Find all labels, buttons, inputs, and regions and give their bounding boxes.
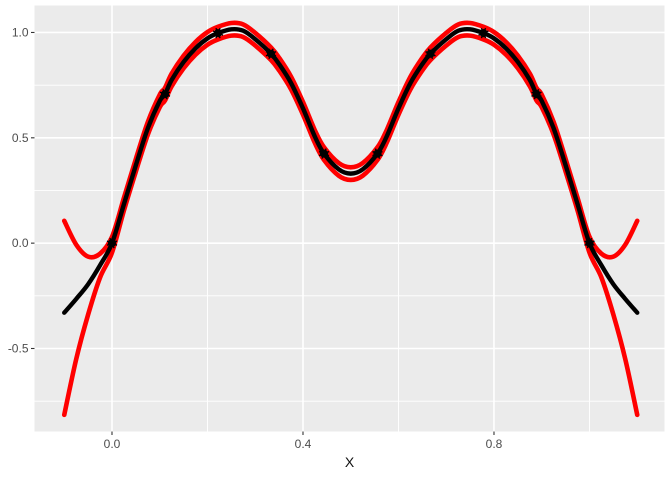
gridlines-minor <box>34 5 665 432</box>
data-point <box>531 88 542 100</box>
y-tick-label: 1.0 <box>12 25 29 39</box>
y-tick-label: 0.5 <box>12 131 29 145</box>
x-tick-label: 0.4 <box>295 437 312 451</box>
data-points <box>106 27 595 249</box>
point-dot <box>160 90 170 99</box>
data-point <box>265 48 277 60</box>
x-tick-label: 0.0 <box>104 437 121 451</box>
data-point <box>106 237 118 249</box>
data-point <box>425 48 436 60</box>
x-tick-label: 0.8 <box>486 437 503 451</box>
data-point <box>584 237 595 249</box>
point-dot <box>585 239 594 248</box>
point-dot <box>107 239 117 248</box>
data-point <box>318 148 330 159</box>
panel-background <box>34 5 665 432</box>
x-axis-title: X <box>345 454 355 470</box>
curve-band-lower-red <box>61 33 640 418</box>
data-point <box>478 27 489 39</box>
curve-band-upper-red <box>61 20 640 260</box>
data-point <box>159 88 171 100</box>
axis-tick-labels: 0.0 0.4 0.8 -0.5 0.0 0.5 1.0 <box>8 25 503 451</box>
y-tick-label: -0.5 <box>8 341 29 355</box>
plot-panel <box>34 5 665 432</box>
point-dot <box>319 149 329 158</box>
point-dot <box>373 149 382 158</box>
point-dot <box>426 49 435 58</box>
point-dot <box>532 90 541 99</box>
y-tick-label: 0.0 <box>12 236 29 250</box>
axis-ticks <box>31 31 495 435</box>
curve-fit-black <box>62 26 640 315</box>
point-dot <box>479 28 488 38</box>
curves <box>61 20 640 418</box>
data-point <box>372 148 383 159</box>
point-dot <box>266 49 276 58</box>
data-point <box>212 27 224 39</box>
point-dot <box>213 28 223 38</box>
